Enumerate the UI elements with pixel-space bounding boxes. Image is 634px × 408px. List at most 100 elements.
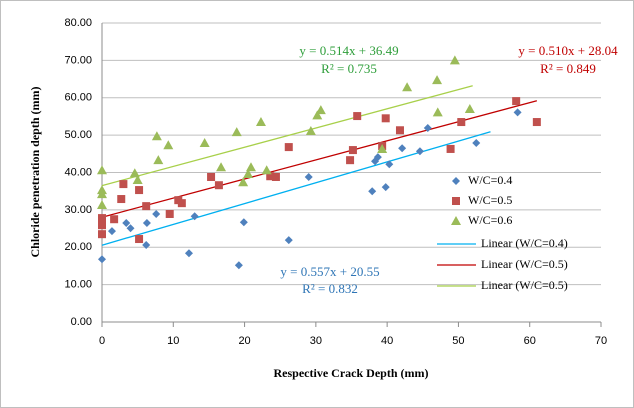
point xyxy=(98,230,106,239)
point xyxy=(271,172,280,181)
y-tick-label: 70.00 xyxy=(64,54,92,66)
point xyxy=(368,187,377,196)
point xyxy=(398,144,407,153)
point xyxy=(381,114,390,123)
x-tick-label: 40 xyxy=(381,335,393,347)
x-tick-label: 70 xyxy=(595,335,607,347)
x-axis-title: Respective Crack Depth (mm) xyxy=(274,366,429,380)
point xyxy=(423,124,432,133)
point xyxy=(346,156,355,165)
y-tick-label: 30.00 xyxy=(64,204,92,216)
point xyxy=(464,103,475,113)
x-tick-label: 50 xyxy=(452,335,464,347)
legend-label: W/C=0.4 xyxy=(468,173,512,187)
point xyxy=(97,200,107,210)
point xyxy=(97,189,107,199)
y-axis-title: Chloride penetration depth (mm) xyxy=(28,87,42,258)
legend-marker xyxy=(451,216,461,225)
y-tick-label: 10.00 xyxy=(64,279,92,291)
point xyxy=(163,140,174,150)
y-tick-label: 0.00 xyxy=(71,316,92,328)
legend-label: Linear (W/C=0.5) xyxy=(481,278,568,292)
point xyxy=(243,168,254,178)
annotation: R² = 0.832 xyxy=(302,281,358,296)
point xyxy=(199,137,210,147)
point xyxy=(381,183,390,192)
point xyxy=(214,181,223,190)
point xyxy=(107,227,116,236)
point xyxy=(98,214,106,223)
x-tick-label: 0 xyxy=(99,335,105,347)
point xyxy=(238,177,249,187)
point xyxy=(305,126,316,136)
point xyxy=(142,241,151,250)
point xyxy=(377,143,388,153)
trend-line xyxy=(101,131,491,246)
point xyxy=(184,249,193,258)
point xyxy=(402,82,413,92)
point xyxy=(432,75,443,85)
point xyxy=(110,215,119,224)
x-tick-label: 10 xyxy=(167,335,179,347)
y-tick-label: 60.00 xyxy=(64,92,92,104)
point xyxy=(151,131,162,141)
legend-label: Linear (W/C=0.4) xyxy=(481,236,568,250)
point xyxy=(216,162,227,172)
point xyxy=(512,97,521,106)
point xyxy=(353,112,362,121)
point xyxy=(142,218,151,227)
point xyxy=(284,236,293,245)
point xyxy=(207,172,216,181)
legend-label: W/C=0.5 xyxy=(468,193,512,207)
annotation: y = 0.510x + 28.04 xyxy=(518,43,618,58)
legend-label: W/C=0.6 xyxy=(468,213,512,227)
point xyxy=(97,165,107,175)
point xyxy=(457,118,466,127)
y-tick-label: 20.00 xyxy=(64,241,92,253)
point xyxy=(513,108,522,117)
point xyxy=(449,55,460,65)
point xyxy=(190,212,199,221)
point xyxy=(129,168,140,178)
y-tick-label: 80.00 xyxy=(64,17,92,29)
point xyxy=(132,174,143,184)
point xyxy=(153,155,164,165)
point xyxy=(532,118,541,127)
legend-marker xyxy=(452,197,460,205)
point xyxy=(234,261,243,270)
point xyxy=(395,126,404,135)
point xyxy=(98,255,106,264)
point xyxy=(385,160,394,169)
legend-label: Linear (W/C=0.5) xyxy=(481,257,568,271)
annotation: y = 0.557x + 20.55 xyxy=(280,264,379,279)
legend-marker xyxy=(452,177,460,185)
point xyxy=(177,199,186,208)
point xyxy=(446,144,455,153)
point xyxy=(315,105,326,115)
point xyxy=(261,165,272,175)
point xyxy=(98,221,106,230)
point xyxy=(373,153,382,162)
point xyxy=(126,224,135,233)
x-tick-label: 30 xyxy=(310,335,322,347)
point xyxy=(304,172,313,181)
y-tick-label: 40.00 xyxy=(64,166,92,178)
point xyxy=(348,146,357,155)
y-tick-label: 50.00 xyxy=(64,129,92,141)
point xyxy=(245,162,256,172)
point xyxy=(165,209,174,218)
point xyxy=(135,186,144,195)
annotation: R² = 0.849 xyxy=(540,61,596,76)
point xyxy=(117,195,126,204)
point xyxy=(266,172,275,181)
point xyxy=(119,180,128,189)
point xyxy=(472,138,481,147)
point xyxy=(152,209,161,218)
point xyxy=(135,235,144,244)
point xyxy=(239,218,248,227)
point xyxy=(432,107,443,117)
point xyxy=(255,117,266,127)
point xyxy=(122,218,131,227)
trend-line xyxy=(101,85,473,187)
